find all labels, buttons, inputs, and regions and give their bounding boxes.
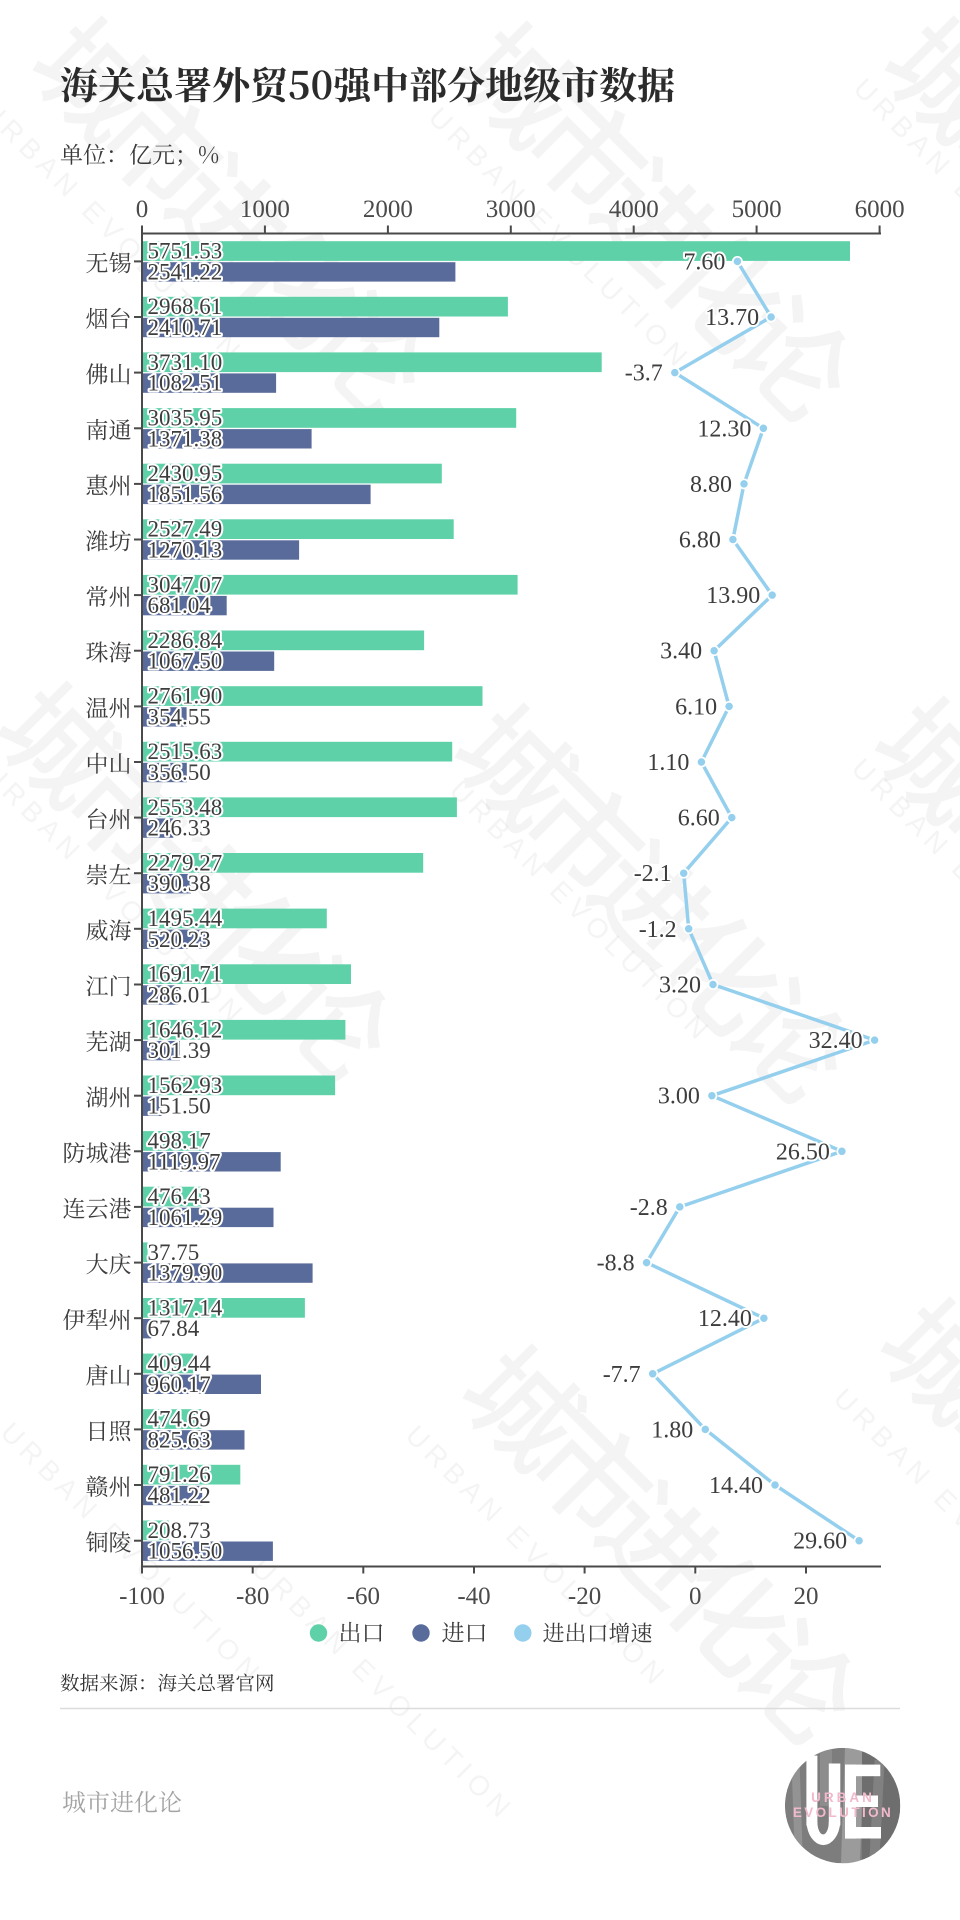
svg-text:1495.44: 1495.44 [148, 906, 223, 931]
svg-text:8.80: 8.80 [690, 472, 732, 498]
svg-text:-40: -40 [457, 1583, 490, 1610]
svg-text:0: 0 [136, 196, 149, 223]
svg-text:5751.53: 5751.53 [148, 239, 223, 264]
svg-text:0: 0 [689, 1583, 702, 1610]
svg-text:67.84: 67.84 [148, 1316, 200, 1341]
svg-text:960.17: 960.17 [148, 1372, 211, 1397]
svg-text:3.40: 3.40 [660, 639, 702, 665]
svg-text:2279.27: 2279.27 [148, 850, 223, 875]
svg-text:2553.48: 2553.48 [148, 795, 223, 820]
svg-text:2000: 2000 [363, 196, 413, 223]
svg-text:520.23: 520.23 [148, 927, 211, 952]
svg-text:37.75: 37.75 [148, 1240, 200, 1265]
svg-text:7.60: 7.60 [683, 249, 725, 275]
svg-text:354.55: 354.55 [148, 704, 211, 729]
svg-text:2515.63: 2515.63 [148, 739, 223, 764]
svg-text:12.40: 12.40 [698, 1306, 752, 1332]
svg-text:286.01: 286.01 [148, 983, 211, 1008]
svg-text:356.50: 356.50 [148, 760, 211, 785]
svg-text:791.26: 791.26 [148, 1462, 211, 1487]
svg-text:498.17: 498.17 [148, 1129, 211, 1154]
svg-text:-7.7: -7.7 [603, 1362, 641, 1388]
svg-text:1061.29: 1061.29 [148, 1205, 223, 1230]
svg-text:20: 20 [794, 1583, 819, 1610]
svg-text:-8.8: -8.8 [597, 1251, 635, 1277]
svg-text:3047.07: 3047.07 [148, 572, 223, 597]
svg-text:1056.50: 1056.50 [148, 1539, 223, 1564]
svg-text:2286.84: 2286.84 [148, 628, 223, 653]
svg-text:1562.93: 1562.93 [148, 1073, 223, 1098]
svg-text:3.20: 3.20 [659, 973, 701, 999]
svg-text:1082.51: 1082.51 [148, 371, 223, 396]
svg-text:476.43: 476.43 [148, 1184, 211, 1209]
svg-text:-20: -20 [568, 1583, 601, 1610]
svg-text:1.10: 1.10 [647, 750, 689, 776]
svg-text:409.44: 409.44 [148, 1351, 212, 1376]
svg-text:-80: -80 [236, 1583, 269, 1610]
svg-text:1646.12: 1646.12 [148, 1017, 223, 1042]
svg-text:474.69: 474.69 [148, 1407, 211, 1432]
svg-text:14.40: 14.40 [709, 1473, 763, 1499]
svg-text:3731.10: 3731.10 [148, 350, 223, 375]
svg-text:2761.90: 2761.90 [148, 684, 223, 709]
svg-text:29.60: 29.60 [793, 1529, 847, 1555]
svg-text:6000: 6000 [855, 196, 905, 223]
svg-text:1.80: 1.80 [651, 1417, 693, 1443]
svg-text:-2.1: -2.1 [634, 861, 672, 887]
svg-text:6.10: 6.10 [675, 694, 717, 720]
svg-text:1851.56: 1851.56 [148, 482, 223, 507]
svg-text:1371.38: 1371.38 [148, 426, 223, 451]
svg-text:2430.95: 2430.95 [148, 461, 223, 486]
svg-text:2968.61: 2968.61 [148, 294, 223, 319]
svg-text:481.22: 481.22 [148, 1483, 211, 1508]
svg-text:1691.71: 1691.71 [148, 962, 223, 987]
svg-text:12.30: 12.30 [697, 416, 751, 442]
svg-text:2410.71: 2410.71 [148, 315, 223, 340]
svg-text:151.50: 151.50 [148, 1094, 211, 1119]
svg-text:681.04: 681.04 [148, 593, 212, 618]
svg-text:13.70: 13.70 [705, 305, 759, 331]
svg-text:1067.50: 1067.50 [148, 649, 223, 674]
svg-text:1119.97: 1119.97 [148, 1149, 221, 1174]
svg-text:825.63: 825.63 [148, 1427, 211, 1452]
svg-text:1000: 1000 [240, 196, 290, 223]
svg-text:1317.14: 1317.14 [148, 1295, 223, 1320]
svg-text:5000: 5000 [732, 196, 782, 223]
svg-text:-60: -60 [347, 1583, 380, 1610]
svg-text:6.60: 6.60 [678, 806, 720, 832]
svg-text:URBAN: URBAN [811, 1790, 875, 1805]
svg-text:32.40: 32.40 [809, 1028, 863, 1054]
svg-text:2541.22: 2541.22 [148, 259, 223, 284]
svg-text:1270.13: 1270.13 [148, 538, 223, 563]
svg-text:EVOLUTION: EVOLUTION [793, 1805, 893, 1820]
svg-text:3000: 3000 [486, 196, 536, 223]
svg-text:6.80: 6.80 [679, 528, 721, 554]
svg-text:-3.7: -3.7 [625, 361, 663, 387]
svg-text:301.39: 301.39 [148, 1038, 211, 1063]
svg-text:26.50: 26.50 [776, 1139, 830, 1165]
svg-text:2527.49: 2527.49 [148, 517, 223, 542]
svg-text:3035.95: 3035.95 [148, 406, 223, 431]
svg-text:13.90: 13.90 [706, 583, 760, 609]
svg-text:-2.8: -2.8 [630, 1195, 668, 1221]
svg-text:4000: 4000 [609, 196, 659, 223]
svg-text:246.33: 246.33 [148, 816, 211, 841]
svg-text:-1.2: -1.2 [639, 917, 677, 943]
svg-text:208.73: 208.73 [148, 1518, 211, 1543]
svg-text:-100: -100 [119, 1583, 165, 1610]
svg-text:1379.90: 1379.90 [148, 1261, 223, 1286]
svg-text:390.38: 390.38 [148, 871, 211, 896]
svg-text:3.00: 3.00 [658, 1084, 700, 1110]
